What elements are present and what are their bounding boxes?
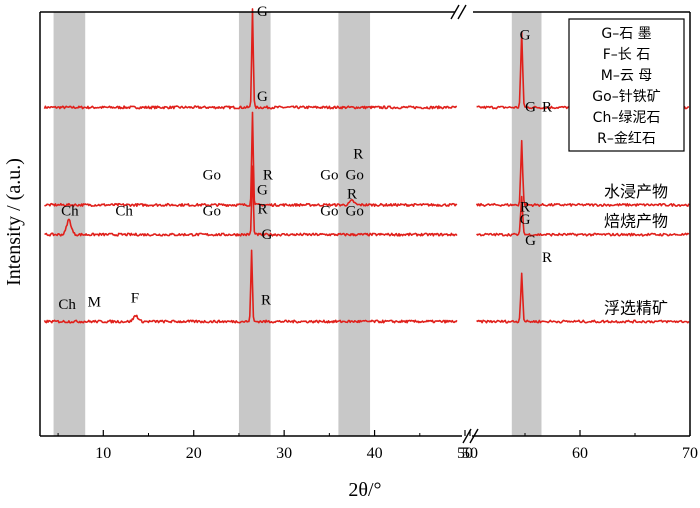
x-tick-label: 30 [276, 445, 292, 462]
peak-label: G [257, 89, 268, 105]
x-tick-label: 50 [462, 445, 478, 462]
peak-label: R [263, 167, 273, 183]
legend-entry: M–云 母 [601, 68, 653, 84]
highlight-band [338, 12, 371, 436]
y-axis-label: Intensity / (a.u.) [3, 158, 25, 286]
x-tick-label: 60 [572, 445, 588, 462]
peak-label: Ch [115, 204, 133, 220]
peak-label: R [353, 146, 363, 162]
series-label: 水浸产物 [604, 182, 668, 201]
peak-label: Go [320, 167, 338, 183]
peak-label: G [525, 233, 536, 249]
series-lines [43, 8, 690, 324]
series-line [44, 165, 690, 237]
peak-label: Go [320, 204, 338, 220]
highlight-band [511, 12, 542, 436]
x-tick-label: 70 [682, 445, 698, 462]
peak-label: R [520, 199, 530, 215]
peak-label: G [525, 100, 536, 116]
series-line [43, 249, 690, 324]
peak-label: G [520, 28, 531, 44]
peak-label: G [257, 182, 268, 198]
peak-label: F [131, 290, 139, 306]
x-tick-label: 40 [367, 445, 383, 462]
peak-label: G [520, 212, 531, 228]
legend-entry: R–金红石 [597, 131, 656, 147]
series-line [44, 111, 690, 207]
series-label: 浮选精矿 [604, 299, 668, 318]
peak-label: Ch [61, 204, 79, 220]
highlight-bands [53, 12, 542, 436]
peak-label: Go [203, 167, 221, 183]
legend-box [568, 18, 685, 152]
legend-entry: Go–针铁矿 [592, 89, 660, 105]
peak-label: Go [346, 167, 364, 183]
peak-label: Go [203, 204, 221, 220]
peak-label: Go [346, 204, 364, 220]
axis-break-mark [450, 4, 460, 20]
legend-entry: F–长 石 [603, 47, 651, 63]
peak-label: M [88, 295, 101, 311]
peak-label: R [347, 187, 357, 203]
peak-label: R [261, 293, 271, 309]
axis-break-mark [469, 428, 479, 444]
peak-label: Ch [58, 297, 76, 313]
peak-label: R [542, 250, 552, 266]
legend: G–石 墨 F–长 石 M–云 母 Go–针铁矿 Ch–绿泥石 R–金红石 [568, 18, 685, 152]
legend-entry: Ch–绿泥石 [593, 110, 661, 126]
x-tick-label: 50 [457, 445, 473, 462]
legend-entry: G–石 墨 [601, 26, 651, 42]
x-tick-label: 10 [95, 445, 111, 462]
x-axis-label: 2θ/° [348, 479, 381, 501]
plot-frame [39, 4, 691, 444]
x-tick-label: 20 [186, 445, 202, 462]
peak-label: R [257, 201, 267, 217]
highlight-band [53, 12, 86, 436]
peak-label: G [262, 227, 273, 243]
axis-break-mark [457, 4, 467, 20]
series-label: 焙烧产物 [604, 212, 668, 231]
peak-label: R [542, 100, 552, 116]
